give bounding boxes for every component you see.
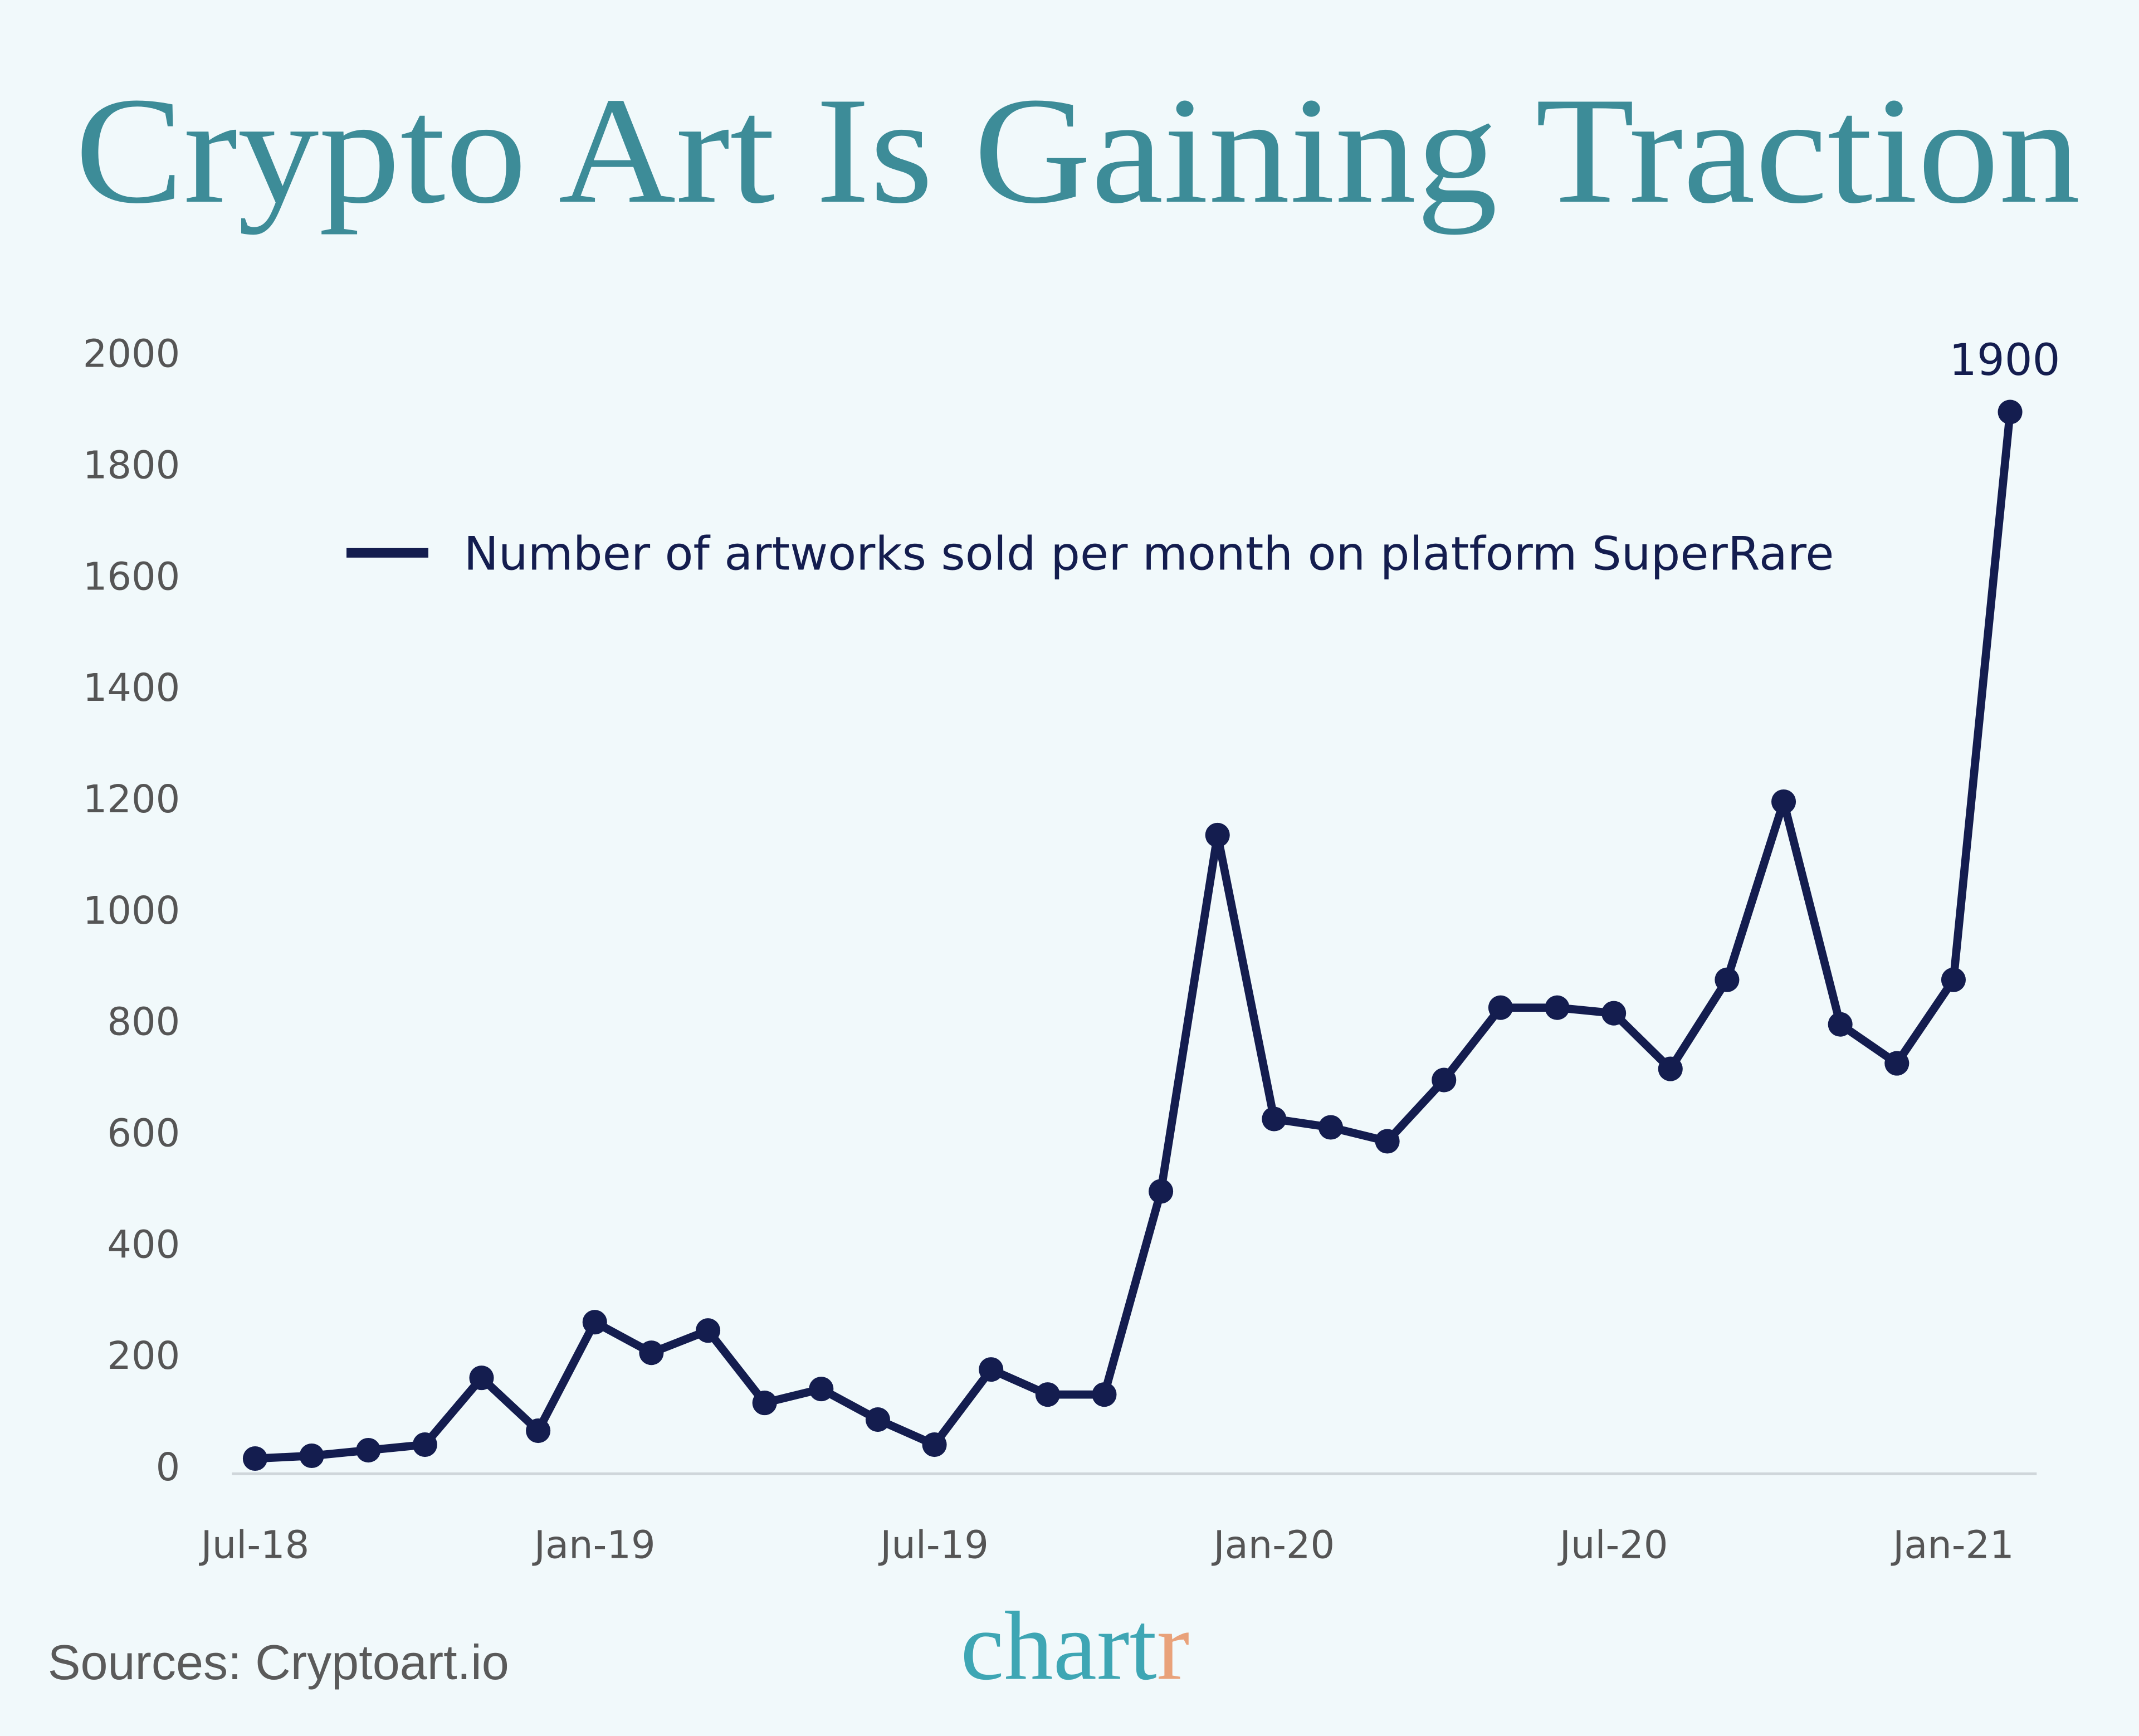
x-tick-label: Jan-20 — [1212, 1523, 1335, 1568]
data-point — [979, 1357, 1004, 1382]
data-point — [865, 1407, 890, 1432]
data-point — [1488, 995, 1513, 1020]
y-tick-label: 1400 — [83, 666, 180, 710]
y-tick-label: 1200 — [83, 777, 180, 822]
data-point — [356, 1437, 381, 1463]
y-tick-label: 1800 — [83, 443, 180, 488]
y-tick-label: 0 — [156, 1445, 180, 1490]
logo-part: r — [1157, 1592, 1190, 1701]
data-point — [1149, 1179, 1174, 1204]
data-point — [1998, 399, 2023, 425]
y-tick-label: 1600 — [83, 554, 180, 599]
y-tick-label: 2000 — [83, 332, 180, 377]
data-point — [242, 1446, 267, 1471]
x-tick-label: Jul-19 — [878, 1523, 989, 1568]
data-point — [299, 1443, 324, 1469]
data-point — [1771, 789, 1796, 815]
y-tick-label: 600 — [107, 1111, 180, 1156]
chart-title: Crypto Art Is Gaining Traction — [75, 66, 2081, 235]
data-point — [1432, 1067, 1457, 1093]
data-point — [582, 1310, 607, 1335]
y-tick-label: 400 — [107, 1222, 180, 1267]
data-point — [809, 1377, 834, 1402]
x-tick-label: Jan-19 — [532, 1523, 656, 1568]
data-point — [1318, 1115, 1344, 1140]
data-point — [1035, 1382, 1060, 1407]
data-point — [1205, 822, 1230, 847]
data-point — [412, 1432, 437, 1457]
data-point — [469, 1366, 494, 1391]
data-point — [1884, 1051, 1910, 1076]
source: Sources: Cryptoart.io — [48, 1635, 509, 1690]
data-point — [695, 1318, 721, 1343]
data-point — [1715, 967, 1740, 992]
y-tick-label: 800 — [107, 1000, 180, 1045]
data-point — [1092, 1382, 1117, 1407]
data-point — [526, 1418, 551, 1444]
y-tick-label: 200 — [107, 1334, 180, 1378]
data-point — [752, 1391, 777, 1416]
y-tick-label: 1000 — [83, 889, 180, 933]
data-point — [1375, 1129, 1400, 1154]
data-point — [1601, 1001, 1627, 1026]
data-point — [922, 1432, 947, 1457]
data-point — [1828, 1012, 1853, 1037]
data-point — [1658, 1056, 1683, 1081]
data-label: 1900 — [1949, 335, 2060, 386]
legend-label: Number of artworks sold per month on pla… — [464, 527, 1834, 581]
x-tick-label: Jan-21 — [1891, 1523, 2014, 1568]
x-tick-label: Jul-20 — [1557, 1523, 1668, 1568]
data-point — [1545, 995, 1570, 1020]
logo-part: chart — [960, 1592, 1156, 1701]
data-point — [1262, 1106, 1287, 1132]
logo: chartr — [960, 1592, 1189, 1701]
series-line — [255, 411, 2014, 1463]
x-tick-label: Jul-18 — [199, 1523, 310, 1568]
data-point — [1941, 967, 1966, 992]
data-point — [639, 1340, 664, 1366]
